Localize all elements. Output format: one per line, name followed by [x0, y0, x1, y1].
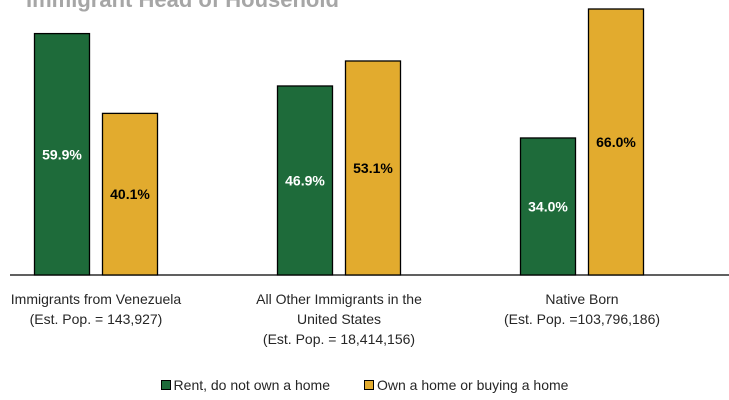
- category-label-0: Immigrants from Venezuela (Est. Pop. = 14…: [0, 289, 216, 329]
- category-label-2: Native Born (Est. Pop. =103,796,186): [462, 289, 702, 329]
- legend-label-rent: Rent, do not own a home: [173, 377, 330, 393]
- bar-rent-1: [276, 85, 334, 276]
- category-label-line: (Est. Pop. =103,796,186): [503, 311, 661, 327]
- data-label-rent-2: 34.0%: [528, 198, 568, 214]
- category-label-1: All Other Immigrants in the United States…: [219, 289, 459, 349]
- category-label-line: United States: [296, 311, 382, 327]
- category-label-line: (Est. Pop. = 143,927): [29, 311, 163, 327]
- category-label-line: (Est. Pop. = 18,414,156): [262, 331, 416, 347]
- bar-rent-0: [33, 32, 91, 276]
- data-label-own-2: 66.0%: [596, 134, 636, 150]
- category-label-line: All Other Immigrants in the: [256, 291, 422, 307]
- data-label-rent-1: 46.9%: [285, 172, 325, 188]
- legend-swatch-rent: [160, 380, 171, 390]
- legend-swatch-own: [363, 380, 374, 390]
- data-label-own-0: 40.1%: [110, 186, 150, 202]
- bar-rent-2: [519, 137, 577, 276]
- legend-item-rent: Rent, do not own a home: [160, 377, 330, 393]
- category-label-line: Immigrants from Venezuela: [10, 291, 182, 307]
- category-label-line: Native Born: [545, 291, 619, 307]
- bar-own-1: [344, 60, 402, 276]
- legend: Rent, do not own a home Own a home or bu…: [0, 377, 729, 393]
- chart-title: Immigrant Head of Household: [26, 0, 339, 13]
- bar-own-2: [587, 8, 645, 276]
- data-label-rent-0: 59.9%: [42, 146, 82, 162]
- data-label-own-1: 53.1%: [353, 160, 393, 176]
- legend-label-own: Own a home or buying a home: [376, 377, 569, 393]
- legend-item-own: Own a home or buying a home: [363, 377, 569, 393]
- bar-own-0: [101, 112, 159, 276]
